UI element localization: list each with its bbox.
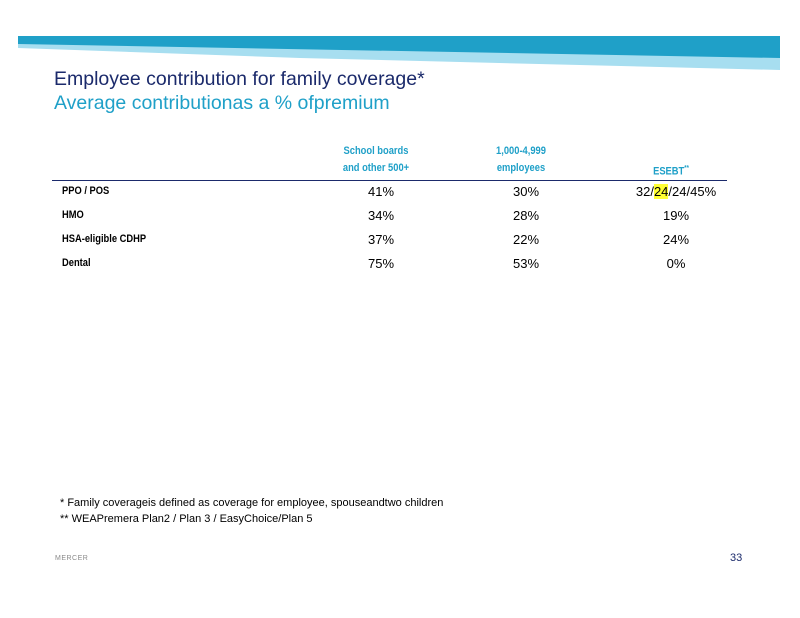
column-header-employees: 1,000-4,999 employees: [474, 143, 568, 177]
footnote-wea-premera: ** WEAPremera Plan2 / Plan 3 / EasyChoic…: [60, 513, 313, 525]
row-label: HSA-eligible CDHP: [62, 233, 147, 245]
row-label: Dental: [62, 257, 91, 269]
cell-esebt: 0%: [666, 256, 686, 271]
footnotes: * Family coverageis defined as coverage …: [60, 495, 443, 527]
table-row: PPO / POS 41% 30% 32/24/24/45%: [52, 183, 727, 205]
esebt-pre: 32/: [635, 184, 654, 199]
esebt-sup: **: [684, 165, 689, 172]
footnote-family-coverage: * Family coverageis defined as coverage …: [60, 497, 444, 509]
page-number: 33: [730, 552, 743, 564]
cell-employees: 53%: [512, 256, 540, 271]
highlighted-value: 24: [653, 184, 669, 199]
row-label: PPO / POS: [62, 185, 110, 197]
row-label: HMO: [62, 209, 84, 221]
page-subtitle: Average contributionas a % ofpremium: [54, 92, 390, 114]
esebt-label: ESEBT: [653, 165, 685, 178]
cell-esebt: 24%: [662, 232, 690, 247]
column-header-line: employees: [496, 162, 546, 174]
cell-esebt: 32/24/24/45%: [616, 184, 736, 199]
table-row: Dental 75% 53% 0%: [52, 255, 727, 277]
cell-school-boards: 75%: [367, 256, 395, 271]
column-header-line: and other 500+: [342, 162, 410, 174]
column-header-line: School boards: [343, 145, 409, 157]
column-header-line: ESEBT**: [624, 160, 718, 181]
cell-esebt: 19%: [662, 208, 690, 223]
banner-dark-band: [18, 36, 780, 58]
table-row: HSA-eligible CDHP 37% 22% 24%: [52, 231, 727, 253]
header-banner: [0, 0, 800, 80]
header-divider: [52, 180, 727, 181]
cell-school-boards: 34%: [367, 208, 395, 223]
cell-employees: 22%: [512, 232, 540, 247]
mercer-logo-text: MERCER: [55, 555, 89, 562]
column-header-line: 1,000-4,999: [496, 145, 546, 157]
cell-employees: 28%: [512, 208, 540, 223]
column-header-esebt: ESEBT**: [624, 143, 718, 181]
cell-employees: 30%: [512, 184, 540, 199]
column-header-school-boards: School boards and other 500+: [329, 143, 423, 177]
cell-school-boards: 41%: [367, 184, 395, 199]
esebt-post: /24/45%: [668, 184, 717, 199]
banner-graphic: [18, 36, 780, 70]
column-header-line: [624, 143, 718, 160]
page-title: Employee contribution for family coverag…: [54, 68, 425, 90]
table-row: HMO 34% 28% 19%: [52, 207, 727, 229]
cell-school-boards: 37%: [367, 232, 395, 247]
